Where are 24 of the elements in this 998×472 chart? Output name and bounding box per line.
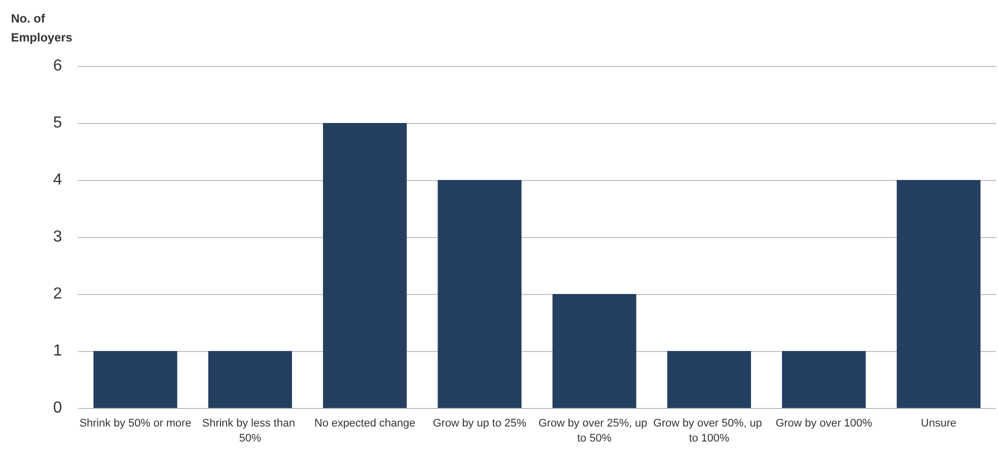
x-tick-label: Unsure (920, 418, 956, 430)
bar (322, 123, 407, 408)
x-tick-label: Grow by over 50%, up to 100% (653, 418, 766, 444)
x-tick-label: Grow by over 25%, up to 50% (538, 418, 650, 444)
y-tick-label: 3 (53, 228, 62, 246)
bar (896, 180, 981, 408)
bar (667, 351, 752, 408)
x-tick-label: No expected change (314, 418, 416, 430)
bar (438, 180, 522, 408)
x-tick-label: Shrink by 50% or more (79, 418, 192, 430)
y-axis-title: No. of Employers (11, 12, 73, 44)
bar (552, 294, 636, 408)
bar (93, 351, 178, 408)
x-tick-label: Grow by up to 25% (432, 418, 527, 430)
x-tick-label: Grow by over 100% (776, 418, 872, 430)
bar (782, 351, 866, 408)
y-tick-label: 2 (53, 286, 62, 302)
bar (208, 351, 292, 408)
x-tick-label: Shrink by less than 50% (202, 418, 298, 444)
y-tick-label: 4 (53, 172, 62, 188)
y-tick-label: 6 (53, 58, 62, 74)
y-tick-label: 0 (53, 400, 62, 416)
y-tick-label: 5 (53, 114, 62, 132)
y-tick-label: 1 (53, 342, 62, 360)
